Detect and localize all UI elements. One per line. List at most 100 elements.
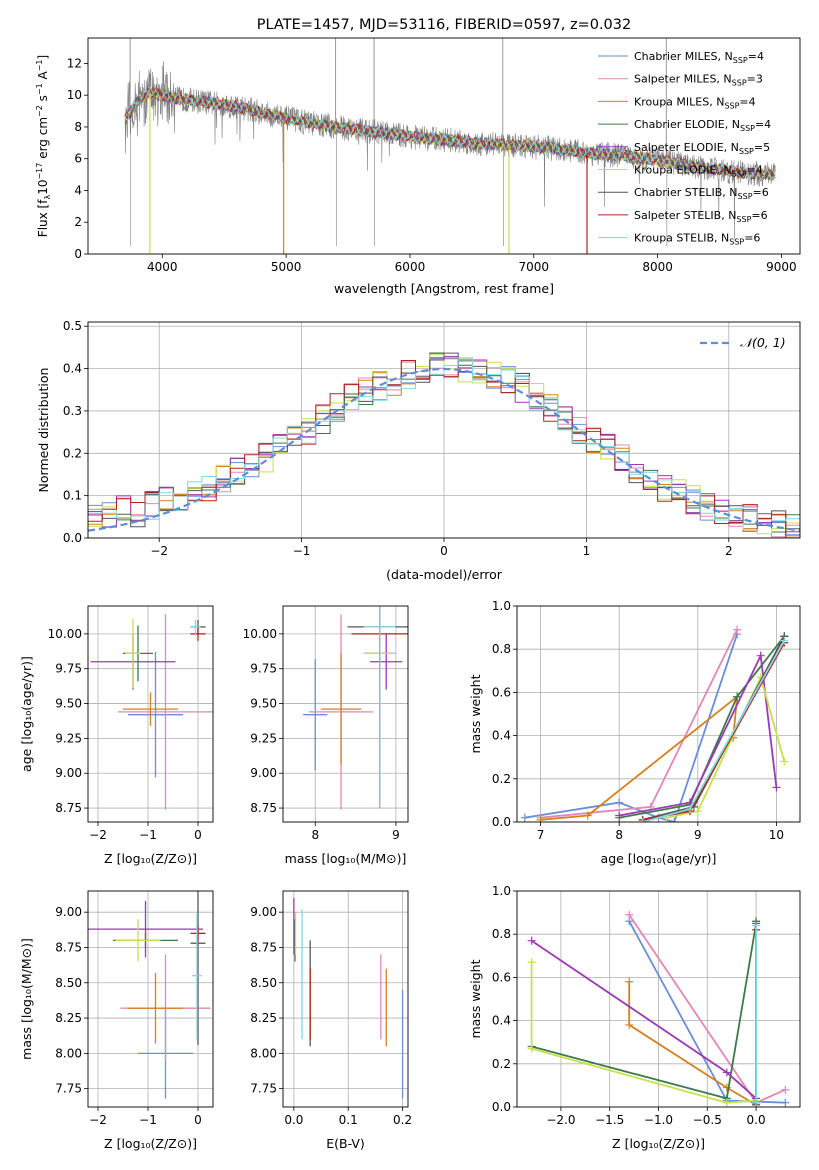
series-point-chabrier_miles xyxy=(520,813,529,822)
plot-area xyxy=(283,891,408,1107)
x-tick-label: 0 xyxy=(194,828,202,842)
x-tick-label: 9000 xyxy=(766,260,797,274)
y-axis-label: Flux [fλ10−17 erg cm−2 s−1 A−1] xyxy=(35,55,52,237)
x-tick-label: 0.0 xyxy=(284,1113,303,1127)
y-axis-label: mass weight xyxy=(468,959,483,1038)
y-tick-label: 9.25 xyxy=(250,731,277,745)
y-tick-label: 9.75 xyxy=(55,662,82,676)
x-tick-label: 4000 xyxy=(147,260,178,274)
y-tick-label: 9.00 xyxy=(250,905,277,919)
histogram-kroupa_elodie xyxy=(88,354,800,535)
plot-area xyxy=(88,606,213,822)
legend-entry: Chabrier ELODIE, NSSP=4 xyxy=(634,118,771,133)
series-point-kroupa_elodie xyxy=(693,807,702,816)
y-tick-label: 10.00 xyxy=(243,627,277,641)
x-tick-label: 0 xyxy=(440,544,448,558)
y-tick-label: 2 xyxy=(74,215,82,229)
y-tick-label: 9.00 xyxy=(55,766,82,780)
series-point-chabrier_miles xyxy=(615,798,624,807)
x-tick-label: −1 xyxy=(139,1113,157,1127)
y-tick-label: 8.75 xyxy=(250,801,277,815)
series-line-kroupa_elodie xyxy=(666,674,786,819)
y-tick-label: 0.2 xyxy=(492,1057,511,1071)
model-spectrum-kroupa_stelib xyxy=(124,88,776,180)
axes-frame xyxy=(516,890,801,1108)
legend-entry: Kroupa MILES, NSSP=4 xyxy=(634,95,756,110)
x-tick-label: 2 xyxy=(725,544,733,558)
legend-entry: Chabrier STELIB, NSSP=6 xyxy=(634,186,769,201)
y-tick-label: 8.75 xyxy=(55,940,82,954)
y-tick-label: 0.5 xyxy=(63,319,82,333)
legend: Chabrier MILES, NSSP=4 Salpeter MILES, NS… xyxy=(598,50,771,247)
y-tick-label: 8.00 xyxy=(55,1046,82,1060)
x-tick-label: 0.2 xyxy=(393,1113,412,1127)
series-point-kroupa_stelib xyxy=(638,818,647,822)
chart-7: −2.0 −1.5 −1.0 −0.5 0.0 0.0 0.2 0.4 0.6 0.8 1.0 Z [… xyxy=(468,884,801,1151)
axes-frame xyxy=(87,37,801,255)
series-line-kroupa_elodie xyxy=(530,962,757,1104)
y-tick-label: 8.25 xyxy=(55,1011,82,1025)
series-line-kroupa_stelib xyxy=(642,640,786,822)
chart-4: 7 8 9 10 0.0 0.2 0.4 0.6 0.8 1.0 age [log₁₀(age/yr… xyxy=(468,599,801,866)
x-tick-label: 6000 xyxy=(395,260,426,274)
x-tick-label: 1 xyxy=(583,544,591,558)
y-axis-label: Normed distribution xyxy=(36,368,51,493)
axes-frame xyxy=(282,605,409,823)
series-point-chabrier_miles xyxy=(670,818,679,822)
x-tick-label: 0.0 xyxy=(747,1113,766,1127)
plot-area xyxy=(124,38,776,254)
series-point-kroupa_miles xyxy=(536,815,545,822)
chart-title: PLATE=1457, MJD=53116, FIBERID=0597, z=0… xyxy=(257,17,631,33)
series-line-salpeter_elodie xyxy=(531,939,757,1100)
x-tick-label: 8000 xyxy=(642,260,673,274)
series-point-chabrier_elodie xyxy=(733,692,742,701)
series-point-salpeter_elodie xyxy=(527,936,536,945)
y-tick-label: 4 xyxy=(74,183,82,197)
y-tick-label: 8.75 xyxy=(55,801,82,815)
y-tick-label: 0 xyxy=(74,247,82,261)
x-tick-label: −2 xyxy=(150,544,168,558)
plot-area xyxy=(88,891,213,1107)
series-point-salpeter_miles xyxy=(733,625,742,634)
axes-frame xyxy=(282,890,409,1108)
series-line-chabrier_elodie xyxy=(619,635,786,819)
chart-0: 4000 5000 6000 7000 8000 9000 0 2 4 6 8 10 12 Chabrie… xyxy=(35,17,801,296)
y-tick-label: 6 xyxy=(74,152,82,166)
x-tick-label: −1.5 xyxy=(595,1113,624,1127)
y-tick-label: 0.6 xyxy=(492,970,511,984)
y-tick-label: 0.4 xyxy=(492,729,511,743)
series-point-salpeter_miles xyxy=(625,910,634,919)
legend-entry: Kroupa ELODIE, NSSP=4 xyxy=(634,164,763,179)
series-point-salpeter_elodie xyxy=(772,783,781,792)
model-spectrum-kroupa_elodie xyxy=(124,86,776,180)
series-line-kroupa_miles xyxy=(628,981,757,1106)
x-tick-label: 0 xyxy=(194,1113,202,1127)
series-point-salpeter_elodie xyxy=(615,811,624,820)
y-tick-label: 7.75 xyxy=(55,1082,82,1096)
y-tick-label: 9.50 xyxy=(55,697,82,711)
series-line-salpeter_elodie xyxy=(619,652,778,817)
chart-3: 8 9 8.75 9.00 9.25 9.50 9.75 10.00 mass [log₁₀(M… xyxy=(243,605,409,866)
chart-2: −2 −1 0 8.75 9.00 9.25 9.50 9.75 10.00 Z [log₁₀(Z… xyxy=(19,605,214,866)
y-tick-label: 0.4 xyxy=(63,362,82,376)
legend-entry: Salpeter STELIB, NSSP=6 xyxy=(634,209,768,224)
x-tick-label: −1.0 xyxy=(644,1113,673,1127)
y-tick-label: 8.75 xyxy=(250,940,277,954)
y-tick-label: 1.0 xyxy=(492,599,511,613)
series-point-kroupa_elodie xyxy=(722,1098,731,1107)
legend-entry: Chabrier MILES, NSSP=4 xyxy=(634,50,764,65)
chart-6: 0.0 0.1 0.2 7.75 8.00 8.25 8.50 8.75 9.00 E(B-V) xyxy=(250,890,412,1151)
x-tick-label: 5000 xyxy=(271,260,302,274)
y-tick-label: 0.0 xyxy=(63,531,82,545)
x-axis-label: (data-model)/error xyxy=(386,567,503,582)
y-tick-label: 9.50 xyxy=(250,697,277,711)
y-tick-label: 9.75 xyxy=(250,662,277,676)
y-axis-label: mass [log₁₀(M/M⊙)] xyxy=(19,938,34,1060)
y-tick-label: 0.1 xyxy=(63,489,82,503)
series-point-kroupa_elodie xyxy=(780,757,789,766)
series-point-kroupa_elodie xyxy=(527,1044,536,1053)
x-axis-label: E(B-V) xyxy=(326,1136,365,1151)
series-point-kroupa_miles xyxy=(583,811,592,820)
y-tick-label: 10.00 xyxy=(48,627,82,641)
